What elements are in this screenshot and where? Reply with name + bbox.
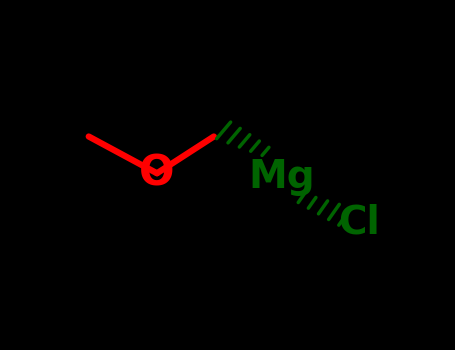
Text: Mg: Mg — [249, 158, 315, 196]
Text: O: O — [139, 152, 175, 194]
Text: Cl: Cl — [339, 203, 380, 241]
